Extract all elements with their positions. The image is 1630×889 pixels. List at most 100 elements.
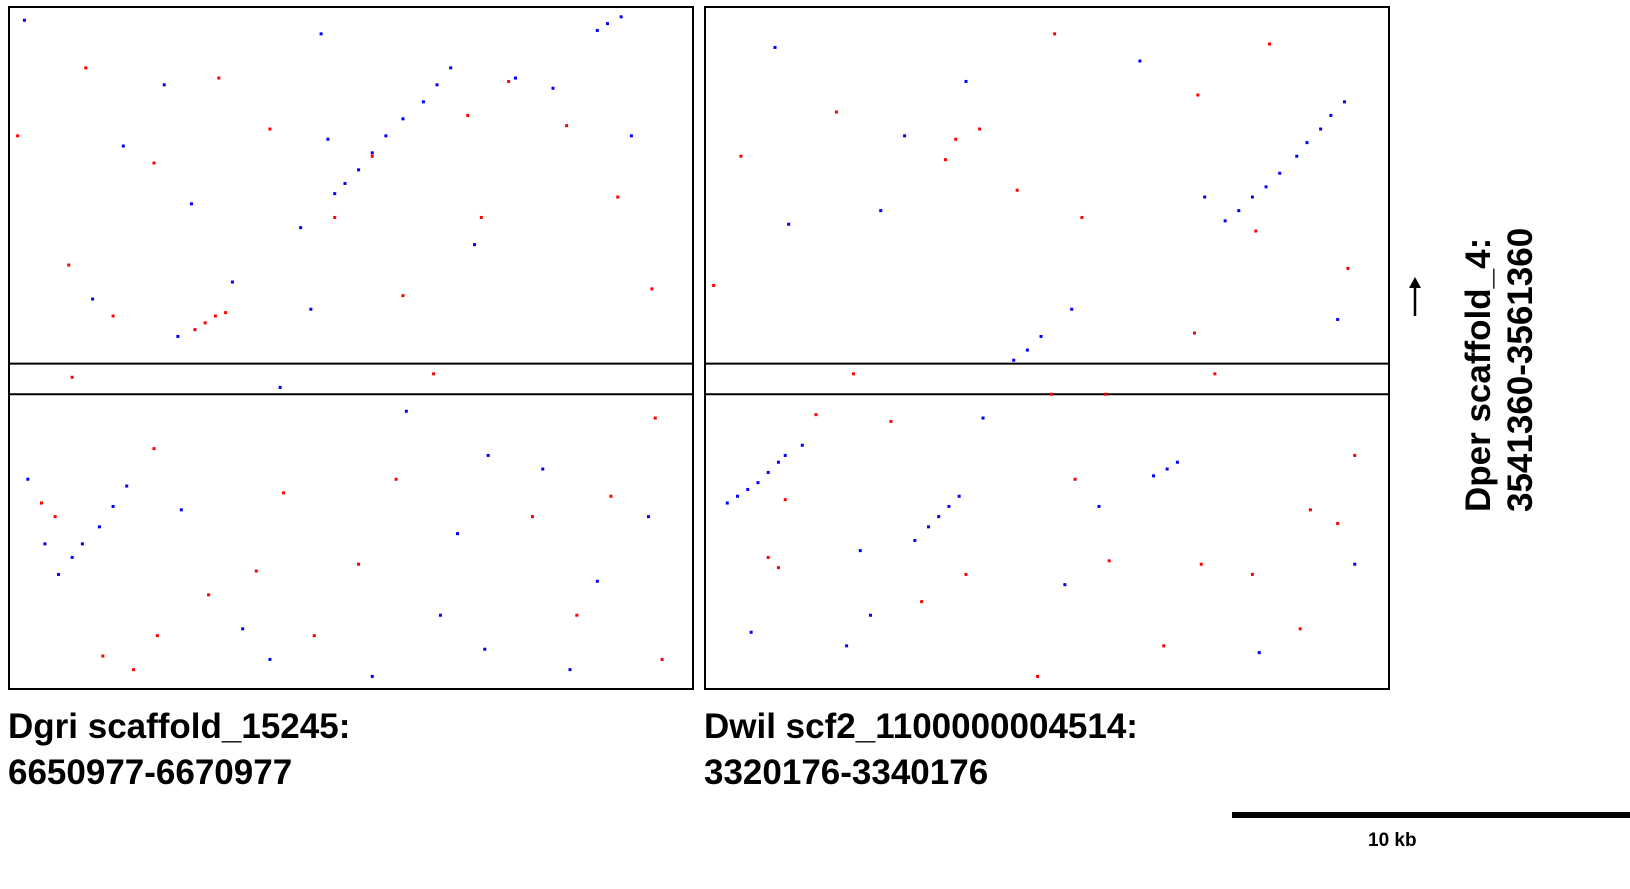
dgri-point-reverse: [609, 494, 613, 498]
dwil-point-forward: [1342, 100, 1346, 104]
dgri-point-reverse: [254, 569, 258, 573]
x-axis-label-dwil-line2: 3320176-3340176: [704, 753, 989, 792]
dgri-point-forward: [26, 477, 30, 481]
dwil-point-forward: [1336, 317, 1340, 321]
dwil-point-reverse: [1080, 215, 1084, 219]
dwil-point-reverse: [920, 600, 924, 604]
dgri-point-forward: [309, 307, 313, 311]
dwil-point-reverse: [964, 572, 968, 576]
dwil-point-reverse: [1254, 229, 1258, 233]
dwil-point-reverse: [1192, 331, 1196, 335]
dotplot-right-svg: [706, 32, 1388, 678]
dwil-point-forward: [1025, 348, 1029, 352]
dwil-point-reverse: [1353, 453, 1357, 457]
dwil-point-forward: [981, 416, 985, 420]
dgri-point-forward: [190, 202, 194, 206]
dwil-point-reverse: [954, 137, 958, 141]
dwil-point-forward: [776, 460, 780, 464]
dwil-point-reverse: [1073, 477, 1077, 481]
dgri-point-reverse: [16, 134, 20, 138]
dgri-point-forward: [70, 555, 74, 559]
dwil-point-forward: [913, 538, 917, 542]
dwil-point-reverse: [783, 498, 787, 502]
dwil-point-reverse: [978, 127, 982, 131]
dwil-point-forward: [947, 504, 951, 508]
dwil-point-forward: [858, 549, 862, 553]
dgri-point-forward: [595, 28, 599, 32]
dgri-point-reverse: [193, 328, 197, 332]
dgri-point-reverse: [39, 501, 43, 505]
dgri-point-forward: [370, 151, 374, 155]
dgri-point-forward: [551, 86, 555, 90]
dwil-point-forward: [1250, 195, 1254, 199]
dgri-point-reverse: [152, 447, 156, 451]
dgri-point-forward: [230, 280, 234, 284]
dgri-point-forward: [121, 144, 125, 148]
dwil-point-reverse: [712, 283, 716, 287]
dgri-point-reverse: [370, 154, 374, 158]
dwil-point-forward: [1237, 209, 1241, 213]
dgri-point-forward: [125, 484, 129, 488]
dwil-point-forward: [845, 644, 849, 648]
y-axis-label-line1: Dper scaffold_4:: [1459, 237, 1498, 512]
dwil-point-forward: [749, 630, 753, 634]
dwil-point-forward: [879, 209, 883, 213]
dwil-point-forward: [957, 494, 961, 498]
dgri-point-forward: [483, 647, 487, 651]
dgri-point-forward: [343, 181, 347, 185]
dwil-point-forward: [787, 222, 791, 226]
dwil-point-forward: [868, 613, 872, 617]
dwil-point-reverse: [766, 555, 770, 559]
dgri-point-forward: [473, 243, 477, 247]
y-axis-label: Dper scaffold_4: 3541360-3561360: [1458, 228, 1542, 512]
dwil-point-forward: [783, 453, 787, 457]
dgri-point-forward: [91, 297, 95, 301]
dgri-point-forward: [80, 542, 84, 546]
dgri-point-forward: [268, 657, 272, 661]
dgri-point-reverse: [394, 477, 398, 481]
dwil-point-forward: [1152, 474, 1156, 478]
dgri-point-reverse: [531, 515, 535, 519]
dwil-point-reverse: [1308, 508, 1312, 512]
dgri-point-forward: [299, 226, 303, 230]
dgri-point-forward: [421, 100, 425, 104]
dgri-point-forward: [57, 572, 61, 576]
dwil-point-reverse: [1107, 559, 1111, 563]
dwil-point-forward: [1097, 504, 1101, 508]
dgri-point-reverse: [203, 321, 207, 325]
dwil-point-reverse: [1162, 644, 1166, 648]
dwil-point-forward: [756, 481, 760, 485]
dwil-point-reverse: [834, 110, 838, 114]
dgri-point-forward: [111, 504, 115, 508]
dgri-point-forward: [97, 525, 101, 529]
dgri-point-forward: [241, 627, 245, 631]
dgri-point-reverse: [312, 634, 316, 638]
dgri-point-forward: [278, 385, 282, 389]
dgri-point-reverse: [67, 263, 71, 267]
dwil-point-forward: [1039, 334, 1043, 338]
dwil-point-forward: [1070, 307, 1074, 311]
dwil-point-reverse: [1049, 392, 1053, 396]
dgri-point-forward: [357, 168, 361, 172]
dwil-point-forward: [1175, 460, 1179, 464]
dgri-point-forward: [541, 467, 545, 471]
dwil-point-forward: [1353, 562, 1357, 566]
dgri-point-reverse: [111, 314, 115, 318]
dwil-point-reverse: [739, 154, 743, 158]
dwil-point-forward: [1329, 113, 1333, 117]
y-direction-arrow-icon: [1409, 277, 1421, 316]
dwil-point-forward: [964, 79, 968, 83]
dwil-point-reverse: [1346, 266, 1350, 270]
dgri-point-forward: [619, 15, 623, 19]
dgri-point-forward: [629, 134, 633, 138]
dgri-point-forward: [319, 32, 323, 36]
dgri-point-reverse: [616, 195, 620, 199]
dgri-point-reverse: [282, 491, 286, 495]
x-axis-label-dwil: Dwil scf2_1100000004514: 3320176-3340176: [704, 704, 1138, 796]
dwil-point-forward: [1138, 59, 1142, 63]
dgri-point-forward: [333, 192, 337, 196]
dgri-point-reverse: [565, 124, 569, 128]
dwil-point-reverse: [1298, 627, 1302, 631]
dgri-point-reverse: [479, 215, 483, 219]
dwil-point-reverse: [1199, 562, 1203, 566]
